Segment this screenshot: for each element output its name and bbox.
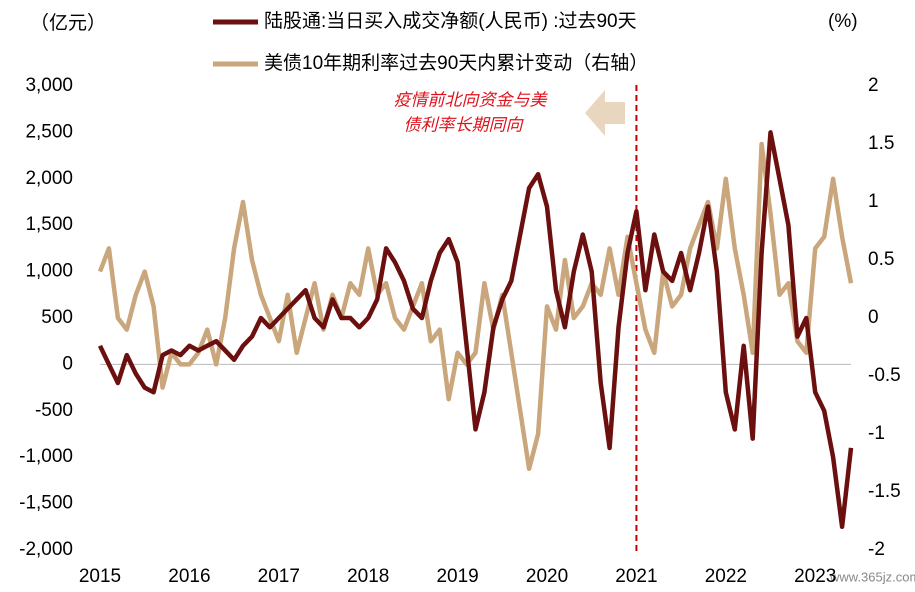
y-tick-label: -1,000 [19,446,73,467]
y-tick-label: -2,000 [19,539,73,560]
arrow [585,90,625,136]
x-tick-label: 2020 [526,566,568,587]
y2-tick-label: -1.5 [868,481,901,502]
x-tick-label: 2016 [168,566,210,587]
y-tick-label: 3,000 [25,75,73,96]
y-tick-label: 2,000 [25,168,73,189]
x-tick-label: 2017 [258,566,300,587]
x-tick-label: 2019 [436,566,478,587]
y2-axis-label: (%) [828,11,858,32]
y2-tick-label: 1.5 [868,133,894,154]
x-tick-label: 2015 [79,566,121,587]
legend-label: 陆股通:当日买入成交净额(人民币) :过去90天 [264,10,637,32]
y-tick-label: 0 [62,353,73,374]
y-tick-label: -1,500 [19,493,73,514]
y-tick-label: 2,500 [25,121,73,142]
y2-tick-label: -1 [868,423,885,444]
annotation: 债利率长期同向 [404,115,525,134]
y2-tick-label: -2 [868,539,885,560]
y2-tick-label: 2 [868,75,879,96]
annotation: 疫情前北向资金与美 [394,90,549,109]
y2-tick-label: 0 [868,307,879,328]
y-tick-label: 1,500 [25,214,73,235]
legend-label: 美债10年期利率过去90天内累计变动（右轴） [264,52,648,74]
x-tick-label: 2021 [615,566,657,587]
y-tick-label: 1,000 [25,261,73,282]
x-tick-label: 2022 [705,566,747,587]
x-tick-label: 2023 [794,566,836,587]
series-line [97,130,854,530]
y2-tick-label: 1 [868,191,879,212]
y2-tick-label: 0.5 [868,249,894,270]
y-axis-label: （亿元） [30,12,106,34]
series-line [97,141,854,472]
y-tick-label: -500 [35,400,73,421]
y2-tick-label: -0.5 [868,365,901,386]
y-tick-label: 500 [41,307,73,328]
x-tick-label: 2018 [347,566,389,587]
watermark: www.365jz.com [829,569,915,584]
